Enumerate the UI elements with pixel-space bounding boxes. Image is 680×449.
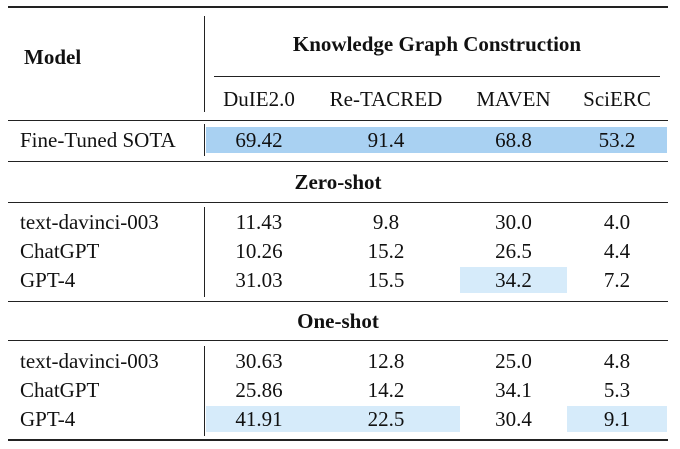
group-header: Knowledge Graph Construction: [292, 32, 582, 56]
sota-duie: 69.42: [235, 128, 283, 152]
bottom-rule: [8, 439, 668, 441]
one-row-2-scierc: 5.3: [603, 378, 631, 402]
one-row-3-duie: 41.91: [235, 407, 283, 431]
one-row-2-duie: 25.86: [235, 378, 283, 402]
sota-bottom-rule: [8, 161, 668, 162]
one-row-3-model: GPT-4: [20, 407, 76, 431]
sota-row-highlight: [206, 127, 667, 153]
zero-row-3-scierc: 7.2: [603, 268, 631, 292]
header-vline: [204, 16, 205, 112]
zero-shot-bottom-rule: [8, 301, 668, 302]
zero-row-2-retacred: 15.2: [367, 239, 405, 263]
zero-row-1-maven: 30.0: [495, 210, 532, 234]
one-row-1-duie: 30.63: [235, 349, 283, 373]
sota-model: Fine-Tuned SOTA: [20, 128, 176, 152]
col-header-maven: MAVEN: [476, 87, 551, 111]
one-row-1-model: text-davinci-003: [20, 349, 159, 373]
zero-row-2-duie: 10.26: [235, 239, 283, 263]
one-row-2-model: ChatGPT: [20, 378, 100, 402]
header-bottom-rule: [8, 120, 668, 121]
one-shot-vline: [204, 346, 205, 436]
zero-row-2-model: ChatGPT: [20, 239, 100, 263]
zero-shot-title-rule: [8, 202, 668, 203]
one-row-3-maven: 30.4: [495, 407, 532, 431]
zero-row-1-scierc: 4.0: [603, 210, 631, 234]
one-row-2-retacred: 14.2: [367, 378, 405, 402]
col-header-retacred: Re-TACRED: [329, 87, 443, 111]
highlight-one-gpt4-scierc: [567, 406, 667, 432]
zero-row-1-duie: 11.43: [235, 210, 283, 234]
zero-row-3-maven: 34.2: [495, 268, 532, 292]
zero-row-3-model: GPT-4: [20, 268, 76, 292]
col-header-duie: DuIE2.0: [223, 87, 295, 111]
sota-vline: [204, 124, 205, 156]
zero-shot-title: Zero-shot: [294, 170, 382, 194]
one-row-3-scierc: 9.1: [603, 407, 631, 431]
top-rule: [8, 6, 668, 8]
highlight-one-gpt4-retacred: [312, 406, 460, 432]
zero-row-3-duie: 31.03: [235, 268, 283, 292]
one-row-1-retacred: 12.8: [367, 349, 405, 373]
zero-row-2-scierc: 4.4: [603, 239, 631, 263]
highlight-zero-gpt4-maven: [460, 267, 567, 293]
sota-scierc: 53.2: [598, 128, 636, 152]
zero-row-1-model: text-davinci-003: [20, 210, 159, 234]
one-row-2-maven: 34.1: [495, 378, 532, 402]
zero-row-3-retacred: 15.5: [367, 268, 405, 292]
one-row-1-maven: 25.0: [495, 349, 532, 373]
sota-maven: 68.8: [495, 128, 532, 152]
zero-row-1-retacred: 9.8: [372, 210, 400, 234]
sota-retacred: 91.4: [367, 128, 405, 152]
model-header: Model: [24, 45, 82, 69]
one-shot-title-rule: [8, 340, 668, 341]
one-shot-title: One-shot: [297, 309, 379, 333]
col-header-scierc: SciERC: [583, 87, 651, 111]
zero-shot-vline: [204, 207, 205, 297]
highlight-one-gpt4-duie: [206, 406, 312, 432]
group-underline: [214, 76, 660, 77]
one-row-1-scierc: 4.8: [603, 349, 631, 373]
one-row-3-retacred: 22.5: [367, 407, 405, 431]
zero-row-2-maven: 26.5: [495, 239, 532, 263]
